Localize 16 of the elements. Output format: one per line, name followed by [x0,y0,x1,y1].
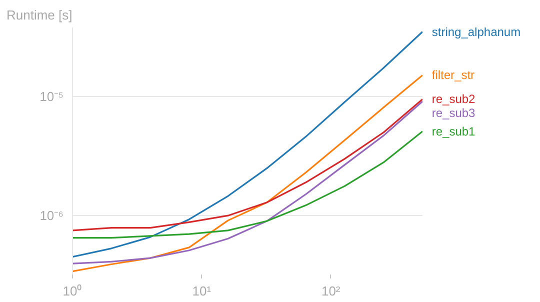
x-tick-label: 10⁰ [62,284,82,298]
y-tick-label: 10⁻⁶ [40,208,64,224]
line-series [72,74,422,272]
y-axis-title: Runtime [s] [6,8,72,22]
x-tick-label: 10¹ [192,284,212,298]
line-series [72,100,422,264]
line-series [72,130,422,239]
series-label: filter_str [432,68,475,82]
line-series [72,30,422,258]
series-label: re_sub2 [432,92,476,106]
y-tick-label: 10⁻⁵ [40,89,64,104]
x-tick-label: 10² [321,284,341,298]
series-label: re_sub1 [432,124,476,138]
line-series [72,98,422,232]
series-label: re_sub3 [432,106,476,120]
series-label: string_alphanum [432,24,521,39]
